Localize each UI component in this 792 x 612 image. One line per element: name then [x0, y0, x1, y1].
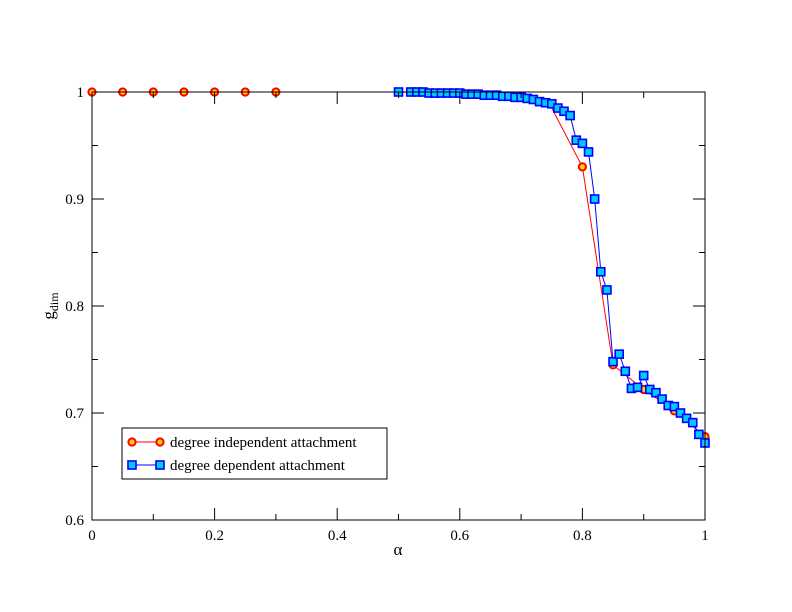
legend-label: degree independent attachment	[170, 435, 357, 451]
y-tick-label: 0.7	[65, 406, 84, 422]
data-point	[583, 147, 594, 157]
y-tick-label: 0.8	[65, 299, 84, 315]
y-tick-label: 0.6	[65, 513, 84, 529]
data-point	[687, 417, 698, 428]
legend-marker	[155, 437, 165, 447]
plot-frame	[91, 91, 706, 521]
data-point	[595, 266, 606, 277]
data-point	[638, 370, 649, 381]
x-tick-label: 1	[701, 528, 709, 544]
x-tick-label: 0.2	[205, 528, 224, 544]
data-point	[608, 356, 618, 367]
legend-box	[121, 427, 388, 480]
data-point	[632, 382, 643, 393]
legend-item: degree independent attachment	[127, 435, 357, 451]
data-point	[565, 110, 575, 121]
legend-items: degree independent attachment degree depe…	[127, 435, 357, 474]
y-tick-label: 0.9	[65, 192, 84, 208]
data-point	[694, 429, 704, 440]
data-point	[602, 285, 612, 295]
series-2	[393, 87, 710, 448]
data-point	[577, 138, 588, 149]
legend-label: degree dependent attachment	[170, 458, 346, 474]
data-point	[669, 401, 680, 412]
tick-labels-layer: 0 0.2 0.4 0.6 0.8 1 0.6 0.7 0.8 0.9 1	[65, 85, 709, 544]
legend-marker	[127, 437, 137, 447]
legend: degree independent attachment degree depe…	[121, 427, 388, 480]
y-axis-label: gdim	[39, 292, 61, 320]
data-point	[614, 349, 624, 359]
x-tick-label: 0.8	[573, 528, 592, 544]
data-point	[675, 408, 686, 418]
legend-marker	[155, 460, 165, 470]
y-axis-label-main: g	[39, 311, 58, 320]
y-axis-label-subscript: dim	[47, 292, 61, 311]
y-tick-label: 1	[77, 85, 85, 101]
legend-item: degree dependent attachment	[127, 458, 346, 474]
x-tick-label: 0	[88, 528, 96, 544]
data-point	[651, 387, 661, 398]
x-tick-label: 0.6	[450, 528, 469, 544]
data-point	[620, 366, 631, 377]
data-point	[657, 394, 667, 404]
data-point	[589, 194, 600, 204]
x-tick-label: 0.4	[328, 528, 347, 544]
x-axis-label: α	[394, 540, 403, 559]
legend-marker	[127, 460, 137, 470]
data-point	[577, 162, 588, 172]
